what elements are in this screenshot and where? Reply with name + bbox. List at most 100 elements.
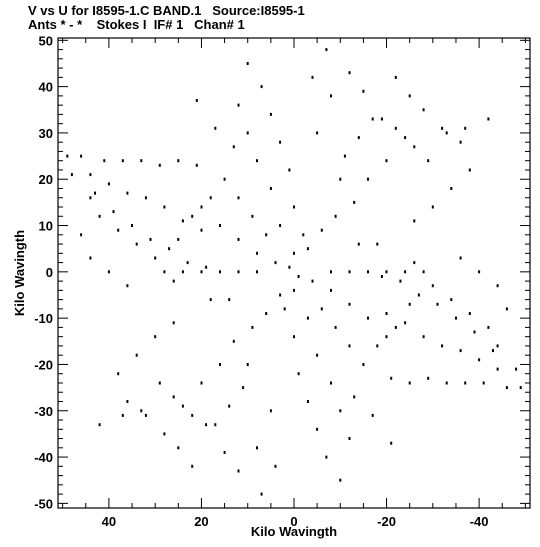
uv-point [330, 381, 332, 385]
plot-frame [57, 37, 531, 509]
uv-point [98, 214, 101, 218]
uv-point [195, 163, 198, 167]
uv-point [158, 381, 161, 385]
uv-point [380, 275, 383, 278]
uv-point [107, 182, 110, 186]
uv-point [163, 205, 166, 209]
uv-point [154, 256, 157, 260]
uv-point [200, 205, 203, 209]
uv-point [445, 131, 448, 135]
uv-point [126, 191, 129, 195]
uv-point [163, 432, 166, 436]
uv-point [353, 200, 356, 204]
uv-point [385, 159, 388, 163]
uv-point [256, 251, 258, 255]
uv-point [422, 335, 425, 339]
uv-point [390, 441, 393, 445]
uv-point [144, 196, 147, 200]
uv-point [339, 478, 342, 482]
uv-point [121, 159, 124, 163]
uv-point [348, 302, 351, 306]
uv-point [232, 339, 235, 343]
uv-point [265, 233, 268, 237]
uv-point [394, 75, 397, 79]
uv-point [316, 353, 319, 357]
uv-point [422, 270, 425, 274]
uv-point [269, 112, 272, 116]
uv-point [158, 163, 161, 167]
uv-point [186, 261, 189, 265]
uv-point [293, 335, 295, 339]
uv-point [70, 173, 73, 177]
uv-point [121, 413, 124, 417]
uv-point [427, 376, 430, 380]
uv-point [348, 270, 351, 274]
uv-point [330, 288, 332, 292]
uv-point [441, 344, 444, 348]
uv-point [450, 187, 453, 190]
uv-point [209, 196, 212, 200]
uv-point [404, 136, 407, 140]
uv-point [191, 464, 194, 468]
tick-labels: 40 20 0 -20 -40 50 40 30 20 10 0 -10 -20 -30 -40 -50 [34, 33, 488, 529]
uv-point [251, 325, 254, 329]
uv-point [246, 131, 249, 135]
uv-point [260, 492, 263, 496]
uv-point [228, 298, 231, 302]
uv-point [168, 247, 171, 251]
uv-point [177, 159, 180, 163]
y-tick-label: -50 [34, 496, 53, 511]
uv-point [306, 316, 309, 320]
uv-point [459, 256, 462, 260]
y-tick-label: -30 [34, 404, 53, 419]
uv-point [404, 270, 407, 274]
uv-point [219, 224, 221, 227]
y-axis-label: Kilo Wavingth [12, 230, 27, 316]
uv-point [492, 349, 494, 353]
uv-point [288, 168, 291, 172]
uv-point [496, 367, 499, 371]
uv-point [320, 307, 323, 311]
y-tick-label: -10 [34, 311, 53, 326]
uv-point [237, 270, 240, 274]
uv-point [316, 427, 319, 431]
chart-title-line-1: V vs U for I8595-1.C BAND.1 Source:I8595… [28, 3, 305, 18]
uv-point [468, 312, 471, 315]
uv-point [140, 159, 143, 163]
uv-point [149, 237, 152, 241]
uv-point [135, 353, 138, 357]
uv-point [223, 177, 226, 181]
uv-point [260, 85, 263, 89]
data-points [66, 48, 522, 496]
uv-point [126, 400, 129, 403]
uv-point [256, 270, 258, 274]
uv-point [256, 446, 258, 450]
uv-point [80, 233, 83, 237]
uv-point [89, 173, 92, 177]
uv-point [353, 395, 356, 399]
uv-point [311, 279, 314, 283]
uv-point [390, 376, 393, 380]
uv-point [320, 228, 323, 232]
uv-point [362, 363, 365, 366]
uv-point [362, 89, 365, 93]
uv-point [306, 247, 309, 251]
uv-point [288, 265, 291, 269]
uv-point [330, 94, 332, 98]
uv-point [246, 62, 249, 65]
uv-point [200, 228, 203, 232]
uv-point [172, 395, 175, 399]
y-tick-label: -20 [34, 357, 53, 372]
uv-point [408, 381, 411, 385]
uv-point [357, 242, 360, 246]
uv-point [413, 261, 416, 265]
uv-point [408, 302, 411, 306]
uv-point [482, 381, 485, 385]
uv-point [408, 94, 411, 98]
uv-point [177, 237, 180, 241]
uv-point [181, 404, 184, 408]
uv-point [177, 446, 180, 450]
uv-point [251, 214, 254, 218]
uv-point [163, 270, 166, 274]
